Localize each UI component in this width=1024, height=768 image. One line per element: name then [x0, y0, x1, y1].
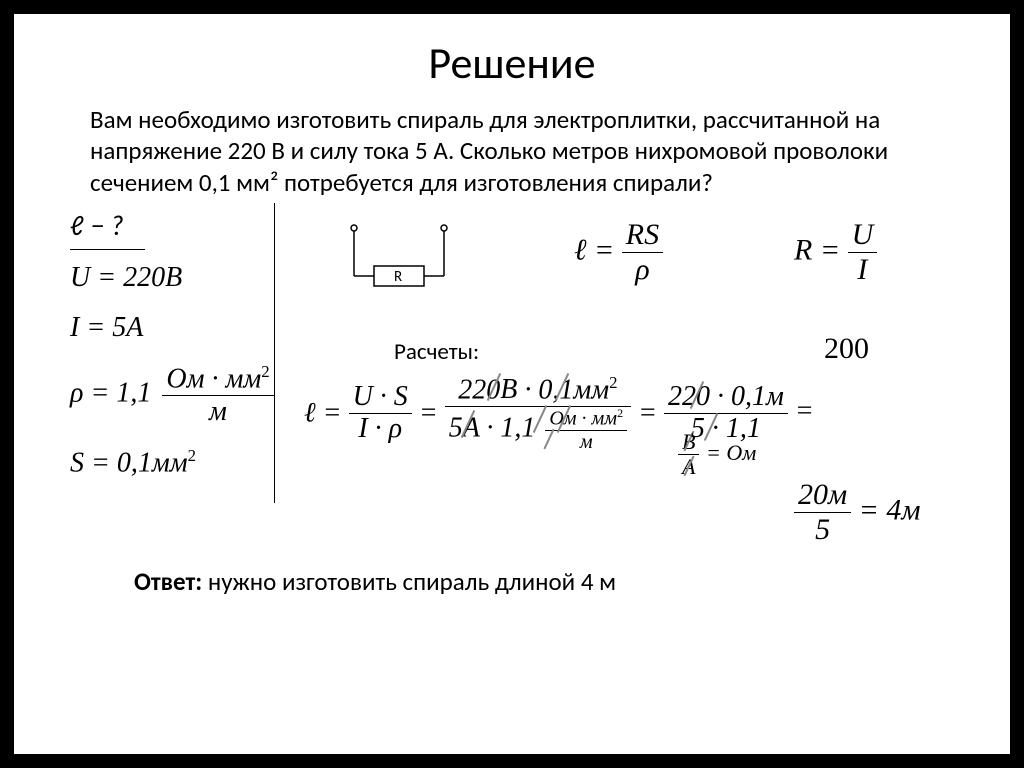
page: Решение Вам необходимо изготовить спирал…	[14, 14, 1010, 754]
given-S: S = 0,1мм2	[70, 446, 304, 479]
given-rho: ρ = 1,1 Ом · мм2 м	[70, 362, 304, 428]
result: 20м 5 = 4м	[794, 478, 921, 547]
formula-R: R = U I	[794, 218, 877, 287]
note-200: 200	[824, 332, 869, 366]
circuit-diagram: R	[314, 216, 484, 316]
answer-line: Ответ: нужно изготовить спираль длиной 4…	[134, 566, 616, 597]
formula-l: ℓ = RS ρ	[574, 218, 663, 287]
page-title: Решение	[14, 36, 1010, 90]
given-I: I = 5A	[70, 312, 304, 344]
calc-label: Расчеты:	[394, 338, 479, 366]
problem-text: Вам необходимо изготовить спираль для эл…	[90, 104, 950, 198]
given-divider	[70, 249, 145, 250]
given-U: U = 220B	[70, 262, 304, 294]
resistor-label: R	[394, 268, 402, 286]
given-block: ℓ − ? U = 220B I = 5A ρ = 1,1 Ом · мм2 м…	[64, 208, 304, 498]
calculation: ℓ = U · S I · ρ = 220B · 0,1мм2 5A · 1,1…	[304, 374, 814, 453]
vertical-divider	[274, 203, 275, 503]
find-line: ℓ − ?	[70, 208, 304, 243]
content-area: ℓ − ? U = 220B I = 5A ρ = 1,1 Ом · мм2 м…	[14, 198, 1010, 638]
